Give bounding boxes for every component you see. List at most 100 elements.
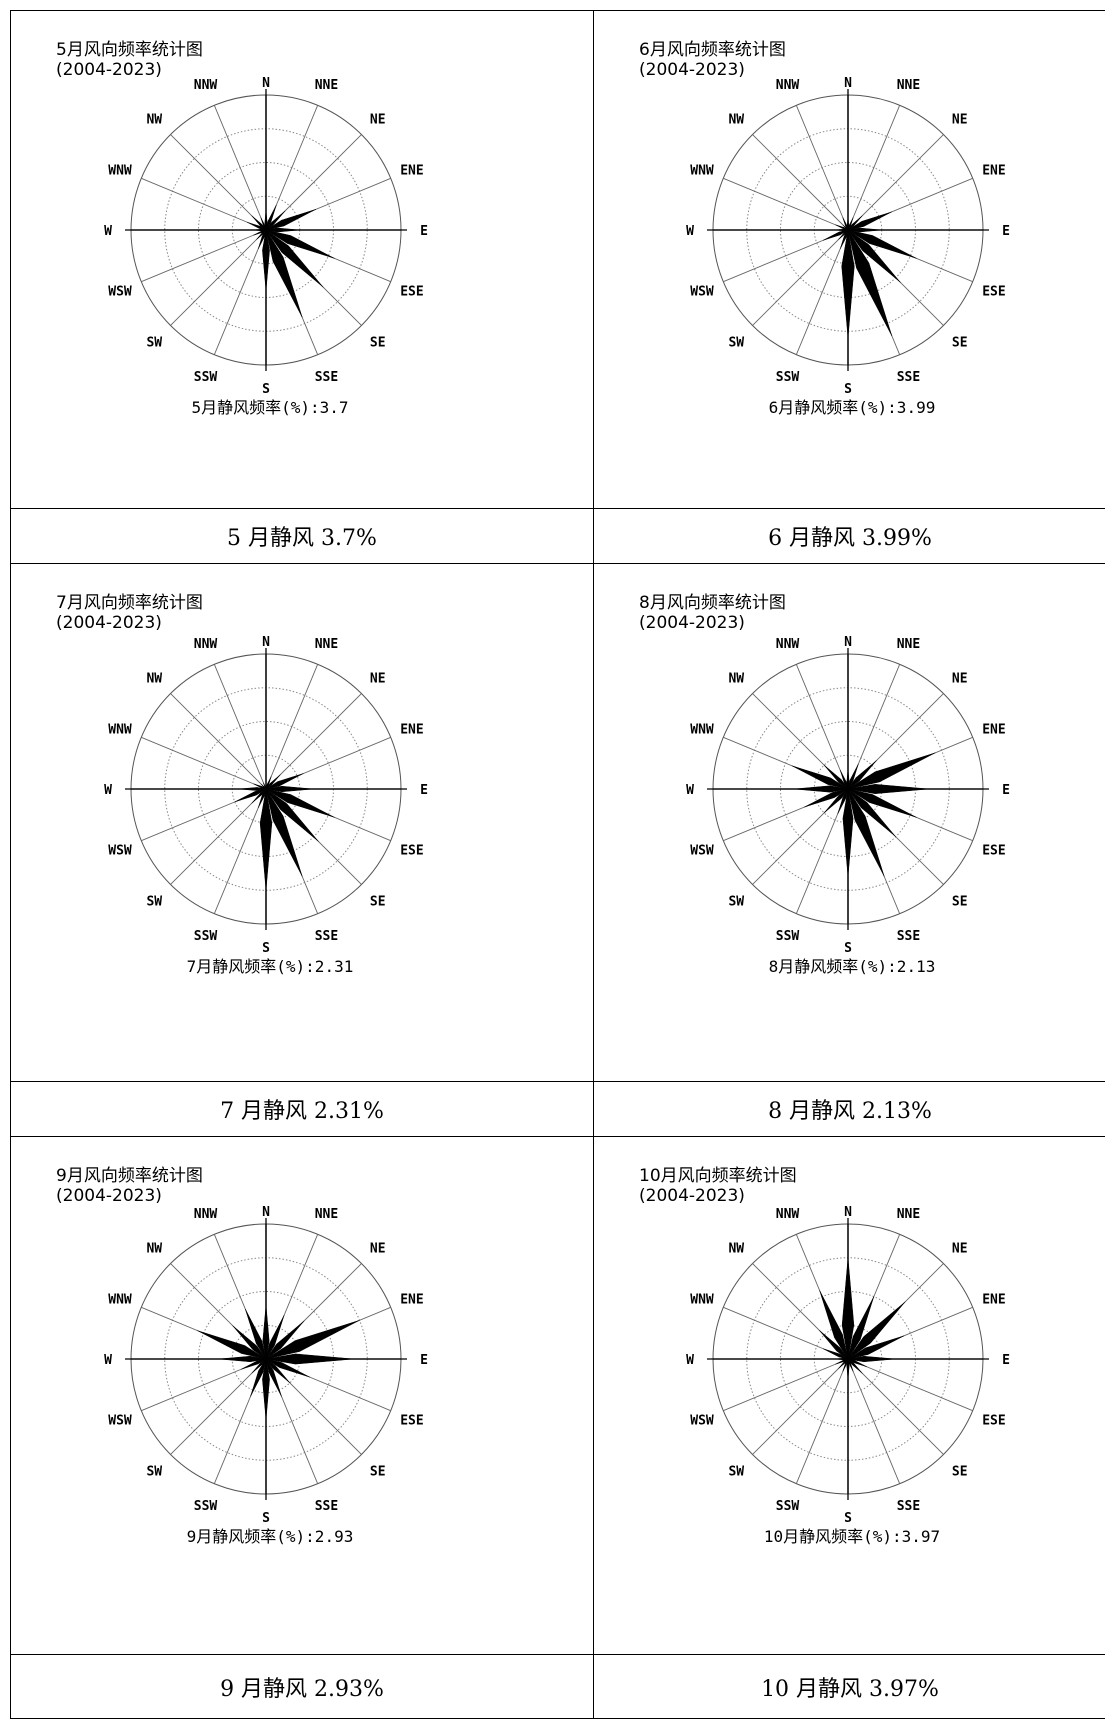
wind-rose-chart-may: 5月风向频率统计图(2004-2023)N NNENEENEEESESESSESS… bbox=[56, 40, 428, 417]
direction-label-e: E bbox=[420, 783, 428, 798]
spoke-ssw bbox=[213, 229, 267, 355]
direction-label-w: W bbox=[686, 1353, 694, 1368]
direction-label-e: E bbox=[1002, 1353, 1010, 1368]
petal-ne bbox=[847, 760, 877, 790]
caption-september: 9 月静风 2.93% bbox=[11, 1655, 594, 1719]
petal-ene bbox=[265, 1320, 360, 1360]
direction-label-nne: NNE bbox=[897, 1207, 920, 1222]
petal-ene bbox=[847, 211, 892, 231]
spoke-nne bbox=[847, 105, 901, 231]
petal-n bbox=[262, 1304, 270, 1360]
spoke-ssw bbox=[213, 788, 267, 914]
direction-label-sse: SSE bbox=[315, 370, 338, 385]
petal-ssw bbox=[837, 788, 849, 815]
petal-se bbox=[847, 788, 896, 837]
spoke-sse bbox=[847, 1358, 901, 1484]
petal-e bbox=[265, 227, 300, 233]
petal-e bbox=[265, 785, 314, 793]
petal-nw bbox=[819, 1330, 849, 1360]
direction-label-wsw: WSW bbox=[108, 1413, 132, 1428]
petal-w bbox=[793, 785, 849, 793]
direction-label-nw: NW bbox=[728, 112, 744, 127]
direction-label-nne: NNE bbox=[315, 1207, 338, 1222]
direction-label-nne: NNE bbox=[897, 78, 920, 93]
calm-frequency-label: 7月静风频率(%):2.31 bbox=[187, 957, 354, 976]
chart-cell-august: 8月风向频率统计图 (2004-2023) N NNE NE ENE E ESE SE SSE S S… bbox=[594, 564, 1105, 1082]
petal-ene bbox=[265, 773, 304, 790]
spoke-wsw bbox=[141, 229, 267, 283]
petal-w bbox=[238, 787, 267, 791]
direction-label-sw: SW bbox=[728, 895, 744, 910]
direction-label-e: E bbox=[420, 224, 428, 239]
direction-label-s: S bbox=[262, 941, 270, 956]
calm-frequency-label: 5月静风频率(%):3.7 bbox=[191, 398, 348, 417]
direction-label-n: N bbox=[262, 76, 270, 91]
chart-title: 9月风向频率统计图 bbox=[56, 1166, 203, 1186]
petal-e bbox=[847, 784, 930, 794]
petal-wnw bbox=[197, 1330, 267, 1360]
spoke-nnw bbox=[795, 105, 849, 231]
spoke-nnw bbox=[213, 105, 267, 231]
direction-label-nnw: NNW bbox=[776, 78, 800, 93]
direction-label-n: N bbox=[844, 76, 852, 91]
chart-title: 10月风向频率统计图 bbox=[639, 1166, 797, 1186]
spoke-nne bbox=[265, 664, 319, 790]
direction-label-n: N bbox=[262, 635, 270, 650]
direction-label-wsw: WSW bbox=[108, 843, 132, 858]
calm-frequency-label: 9月静风频率(%):2.93 bbox=[187, 1527, 354, 1546]
direction-label-s: S bbox=[844, 1511, 852, 1526]
petal-e bbox=[265, 1353, 354, 1365]
petal-wnw bbox=[253, 783, 267, 790]
direction-label-e: E bbox=[1002, 224, 1010, 239]
direction-label-se: SE bbox=[952, 1465, 968, 1480]
direction-label-n: N bbox=[844, 1205, 852, 1220]
direction-label-ene: ENE bbox=[400, 164, 423, 179]
wind-rose-chart-august: 8月风向频率统计图(2004-2023)N NNENEENEEESESESSESS… bbox=[639, 593, 1010, 976]
petal-nnw bbox=[842, 217, 849, 231]
petal-nnw bbox=[263, 782, 267, 790]
petal-ese bbox=[265, 229, 335, 259]
direction-label-nw: NW bbox=[146, 1241, 162, 1256]
spoke-sw bbox=[170, 229, 267, 326]
direction-label-w: W bbox=[104, 783, 112, 798]
direction-label-sw: SW bbox=[146, 336, 162, 351]
direction-label-ese: ESE bbox=[982, 843, 1005, 858]
direction-label-sse: SSE bbox=[315, 1499, 338, 1514]
direction-label-ne: NE bbox=[370, 1241, 386, 1256]
petal-nne bbox=[265, 1315, 285, 1360]
direction-label-n: N bbox=[844, 635, 852, 650]
direction-label-nnw: NNW bbox=[194, 1207, 218, 1222]
caption-may: 5 月静风 3.7% bbox=[11, 509, 594, 564]
spoke-nnw bbox=[795, 664, 849, 790]
direction-label-w: W bbox=[686, 783, 694, 798]
spoke-sw bbox=[170, 788, 267, 885]
direction-label-ese: ESE bbox=[982, 284, 1005, 299]
direction-label-nne: NNE bbox=[315, 637, 338, 652]
chart-title: 8月风向频率统计图 bbox=[639, 593, 786, 613]
direction-label-se: SE bbox=[370, 336, 386, 351]
petal-wnw bbox=[791, 765, 849, 790]
direction-label-ene: ENE bbox=[400, 1293, 423, 1308]
spoke-ssw bbox=[795, 229, 849, 355]
petal-wnw bbox=[835, 224, 849, 231]
direction-label-nnw: NNW bbox=[194, 637, 218, 652]
direction-label-w: W bbox=[104, 1353, 112, 1368]
petal-ssw bbox=[250, 1358, 267, 1397]
wind-rose-chart-october: 10月风向频率统计图(2004-2023) N NNE NE ENE E ESE SE SSE S… bbox=[639, 1166, 1010, 1546]
direction-label-ssw: SSW bbox=[776, 370, 800, 385]
petal-sse bbox=[265, 1358, 282, 1397]
direction-label-e: E bbox=[420, 1353, 428, 1368]
direction-label-n: N bbox=[262, 1205, 270, 1220]
direction-label-w: W bbox=[686, 224, 694, 239]
wind-rose-chart-july: 7月风向频率统计图(2004-2023)N NNENEENEEESESESSESS… bbox=[56, 593, 428, 976]
direction-label-nw: NW bbox=[146, 112, 162, 127]
direction-label-ne: NE bbox=[370, 671, 386, 686]
wind-rose-chart-june: 6月风向频率统计图(2004-2023)N NNENEENEEESESESSESS… bbox=[639, 40, 1010, 417]
spoke-ssw bbox=[795, 1358, 849, 1484]
spoke-ese bbox=[847, 1358, 973, 1412]
caption-june: 6 月静风 3.99% bbox=[594, 509, 1105, 564]
chart-subtitle: (2004-2023) bbox=[639, 613, 745, 633]
petal-nnw bbox=[245, 1308, 267, 1360]
direction-label-sse: SSE bbox=[897, 1499, 920, 1514]
chart-cell-may: 5月风向频率统计图 (2004-2023) N NNE NE ENE E ESE SE SSE S S… bbox=[11, 11, 594, 509]
